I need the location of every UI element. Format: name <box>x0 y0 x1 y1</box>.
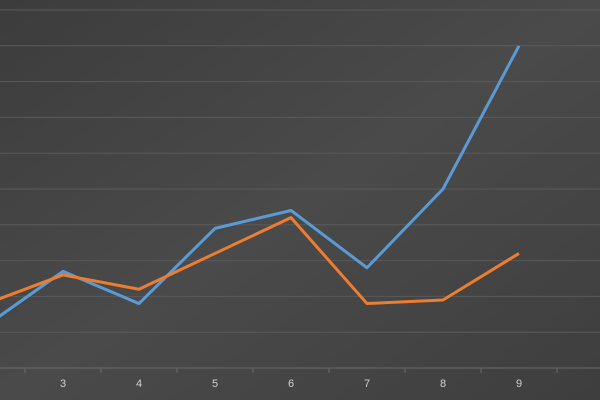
x-tick-label: 8 <box>440 378 446 390</box>
series-line-2 <box>0 216 520 306</box>
x-tick-label: 9 <box>516 378 522 390</box>
x-tick-label: 4 <box>136 378 142 390</box>
x-tick-label: 3 <box>60 378 66 390</box>
x-tick-label: 5 <box>212 378 218 390</box>
x-tick-label: 6 <box>288 378 294 390</box>
x-tick-label: 7 <box>364 378 370 390</box>
